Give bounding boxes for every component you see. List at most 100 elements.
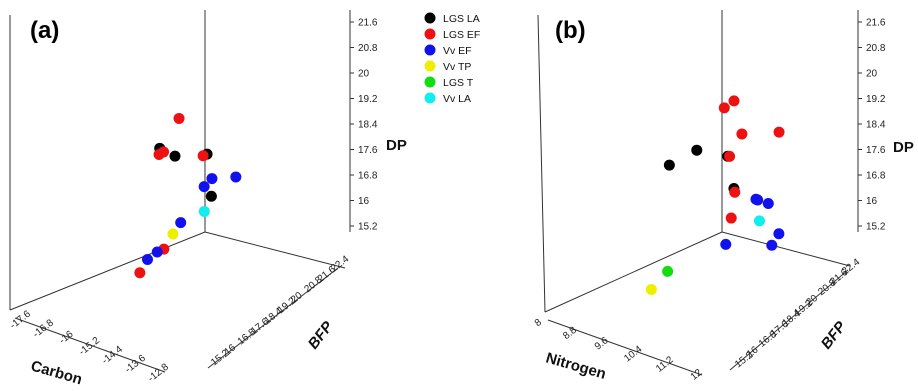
panel-a-z-ticks: 15.2 16 16.8 17.6 18.4 19.2 20 20.8 21.6 <box>350 18 378 233</box>
data-point-vv-ef <box>762 198 774 209</box>
z-tick-label: 20 <box>866 69 878 80</box>
panel-a-data-points <box>134 112 242 279</box>
data-point-lgs-ef <box>728 95 740 107</box>
x-tick-label: 10.4 <box>622 344 644 365</box>
panel-a-axes <box>9 10 351 373</box>
panel-a-floor-back-edge <box>9 231 206 311</box>
x-tick-label: 12 <box>689 367 705 383</box>
panel-a-y-axis-title: BFP <box>305 318 337 353</box>
panel-a-x-axis-line <box>14 317 166 373</box>
data-point-vv-tp <box>645 283 657 295</box>
x-tick-label: 9.6 <box>593 335 611 352</box>
data-point-lgs-ef <box>729 186 741 198</box>
data-point-vv-ef <box>198 181 210 193</box>
z-tick-label: 15.2 <box>866 222 886 233</box>
panel-b-z-ticks: 15.2 16 16.8 17.6 18.4 19.2 20 20.8 21.6 <box>858 18 886 233</box>
data-point-vv-ef <box>175 217 187 229</box>
legend-marker <box>424 44 436 56</box>
legend-marker <box>424 12 436 24</box>
y-tick-label: 22.4 <box>329 253 351 274</box>
panel-b-chart: (b) 15.2 16 16.8 17.6 18.4 19.2 20 20.8 21.6 8 8.… <box>533 10 914 383</box>
z-tick-label: 20.8 <box>866 43 886 54</box>
legend-marker <box>424 60 436 72</box>
panel-b-floor-back-edge <box>544 231 723 313</box>
x-tick-label: -16.8 <box>31 317 56 340</box>
panel-a-chart: (a) 15.2 16 16.8 17.6 18.4 19.2 20 20.8 21.6 -17… <box>8 10 407 388</box>
data-point-vv-ef <box>766 239 778 251</box>
panel-b-label: (b) <box>555 17 586 44</box>
panel-b-floor-right-edge <box>721 231 851 267</box>
data-point-vv-ef <box>230 171 242 183</box>
z-tick-label: 19.2 <box>866 94 886 105</box>
z-tick-label: 18.4 <box>866 120 886 131</box>
panel-b-x-ticks: 8 8.8 9.6 10.4 11.2 12 <box>533 317 705 383</box>
data-point-lgs-ef <box>197 150 209 162</box>
legend-marker <box>424 92 436 104</box>
data-point-vv-ef <box>720 238 732 250</box>
data-point-lgs-ef <box>724 150 736 162</box>
data-point-lgs-ef <box>173 112 185 124</box>
z-tick-label: 16 <box>866 196 878 207</box>
z-tick-label: 17.6 <box>866 145 886 156</box>
z-tick-label: 17.6 <box>358 145 378 156</box>
data-point-vv-ef <box>151 246 163 258</box>
legend-label: Vv TP <box>443 61 471 73</box>
panel-b-z-axis-title: DP <box>893 139 914 156</box>
data-point-lgs-ef <box>773 126 785 138</box>
z-tick-label: 16 <box>358 196 370 207</box>
z-tick-label: 20.8 <box>358 43 378 54</box>
data-point-vv-ef <box>752 194 764 206</box>
x-tick-label: 8 <box>533 317 545 329</box>
x-tick-label: -14.4 <box>100 344 125 367</box>
x-tick-label: -17.6 <box>8 308 33 331</box>
x-tick-label: -15.2 <box>77 335 102 358</box>
x-tick-label: -12.8 <box>146 361 171 384</box>
panel-b-y-axis-line <box>729 269 849 371</box>
data-point-lgs-ef <box>134 267 146 279</box>
data-point-vv-ef <box>773 228 785 240</box>
legend-marker <box>424 76 436 88</box>
x-tick-label: 8.8 <box>561 325 579 342</box>
x-tick-label: -16 <box>57 329 76 347</box>
z-tick-label: 15.2 <box>358 222 378 233</box>
x-tick-label: -13.6 <box>123 353 148 376</box>
panel-a-x-axis-title: Carbon <box>29 358 84 389</box>
legend-label: Vv EF <box>443 45 472 57</box>
panel-a-y-axis-line <box>207 267 339 369</box>
data-point-lgs-ef <box>718 102 730 114</box>
panel-b-back-left-edge <box>537 14 546 313</box>
panel-a-label: (a) <box>30 17 59 44</box>
z-tick-label: 21.6 <box>866 18 886 29</box>
data-point-lgs-ef <box>158 146 170 158</box>
data-point-lgs-ef <box>725 212 737 224</box>
z-tick-label: 20 <box>358 69 370 80</box>
data-point-lgs-la <box>205 190 217 202</box>
data-point-lgs-la <box>691 144 703 156</box>
panel-b-x-axis-line <box>547 319 703 376</box>
panel-b-data-points <box>645 95 785 295</box>
data-point-vv-la <box>753 215 765 227</box>
z-tick-label: 16.8 <box>866 171 886 182</box>
panel-a-floor-right-edge <box>204 231 346 269</box>
panel-b-x-axis-title: Nitrogen <box>544 350 608 383</box>
legend-label: LGS EF <box>443 29 480 41</box>
legend: LGS LA LGS EF Vv EF Vv TP LGS T Vv LA <box>424 12 480 105</box>
legend-label: Vv LA <box>443 93 471 105</box>
data-point-vv-ef <box>206 173 218 185</box>
z-tick-label: 19.2 <box>358 94 378 105</box>
legend-marker <box>424 28 436 40</box>
data-point-lgs-ef <box>736 128 748 140</box>
data-point-lgs-t <box>662 265 674 277</box>
x-tick-label: 11.2 <box>654 354 676 374</box>
data-point-lgs-la <box>169 150 181 162</box>
legend-label: LGS LA <box>443 13 480 25</box>
panel-a-z-axis-title: DP <box>386 137 407 154</box>
panel-b-axes <box>537 10 859 376</box>
data-point-lgs-la <box>663 159 675 171</box>
data-point-vv-ef <box>142 254 153 265</box>
legend-label: LGS T <box>443 77 474 89</box>
z-tick-label: 16.8 <box>358 171 378 182</box>
